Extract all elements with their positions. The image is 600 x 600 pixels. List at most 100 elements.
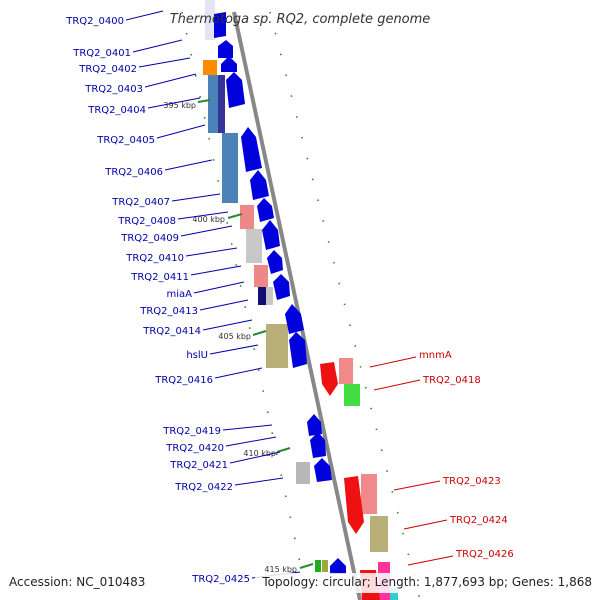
gene-label[interactable]: TRQ2_0402: [78, 64, 137, 75]
gene-arrow-TRQ2_0405[interactable]: [241, 127, 262, 172]
gene-label[interactable]: TRQ2_0410: [125, 253, 184, 264]
gene-arrow-TRQ2_0422[interactable]: [314, 458, 332, 482]
gene-arrow-TRQ2_0409[interactable]: [262, 220, 280, 250]
gene-label[interactable]: miaA: [167, 289, 193, 300]
feature-block: [361, 474, 377, 514]
gene-label[interactable]: TRQ2_0400: [65, 16, 124, 27]
feature-block: [370, 516, 388, 552]
reverse-gene-labels: mnmA TRQ2_0418 TRQ2_0423 TRQ2_0424 TRQ2_…: [419, 350, 514, 560]
leader-line: [209, 344, 259, 355]
gene-label[interactable]: TRQ2_0407: [111, 197, 170, 208]
leader-line: [177, 211, 229, 220]
leader-line: [138, 57, 191, 68]
gene-arrow-TRQ2_0400[interactable]: [214, 12, 226, 38]
gene-arrow-TRQ2_0406[interactable]: [250, 170, 269, 200]
leader-line: [171, 193, 221, 202]
gene-label[interactable]: TRQ2_0421: [169, 460, 228, 471]
leader-line: [229, 451, 281, 464]
gene-label[interactable]: TRQ2_0406: [104, 167, 163, 178]
tick-mark: [299, 563, 314, 569]
gene-label[interactable]: TRQ2_0425: [191, 574, 250, 585]
footer-backdrop: [255, 573, 600, 593]
leader-line: [180, 225, 233, 237]
leader-line: [144, 73, 197, 88]
leader-line: [202, 319, 253, 331]
gene-label[interactable]: TRQ2_0416: [154, 375, 213, 386]
feature-block: [218, 75, 225, 133]
reverse-feature-band: [339, 358, 398, 600]
tick-mark: [227, 213, 243, 219]
forward-gene-labels: TRQ2_0400 TRQ2_0401 TRQ2_0402 TRQ2_0403 …: [65, 16, 250, 585]
gene-label[interactable]: TRQ2_0405: [96, 135, 155, 146]
genome-backbone: [232, 11, 362, 600]
gene-label[interactable]: TRQ2_0424: [449, 515, 508, 526]
feature-block: [339, 358, 353, 384]
tick-mark: [197, 99, 211, 103]
gene-label[interactable]: TRQ2_0413: [139, 306, 198, 317]
leader-line: [185, 247, 238, 257]
feature-block: [246, 229, 262, 263]
gene-arrow-TRQ2_0423[interactable]: [344, 476, 364, 534]
gene-arrow-TRQ2_0407[interactable]: [257, 198, 274, 222]
feature-block: [315, 560, 321, 572]
gene-arrow-TRQ2_0419[interactable]: [307, 414, 322, 436]
gene-arrow-TRQ2_0411[interactable]: [273, 274, 290, 300]
feature-block: [203, 60, 217, 75]
leader-line: [234, 477, 284, 486]
forward-arrows: [214, 12, 346, 574]
gene-arrow-TRQ2_0414[interactable]: [285, 304, 304, 334]
gene-label[interactable]: TRQ2_0414: [142, 326, 201, 337]
scale-ticks: 395 kbp 400 kbp 405 kbp 410 kbp 415 kbp: [163, 99, 314, 574]
gene-label[interactable]: TRQ2_0403: [84, 84, 143, 95]
gene-arrow-TRQ2_0401[interactable]: [218, 40, 233, 58]
leader-line: [214, 367, 263, 379]
gene-label[interactable]: TRQ2_0401: [72, 48, 131, 59]
gene-label[interactable]: TRQ2_0423: [442, 476, 501, 487]
leader-line: [125, 10, 164, 21]
feature-block: [240, 205, 254, 229]
gene-arrow-TRQ2_0410[interactable]: [267, 250, 283, 274]
gene-arrow-TRQ2_0425[interactable]: [330, 558, 346, 574]
gene-arrow-TRQ2_0421[interactable]: [310, 432, 326, 458]
feature-block: [222, 133, 238, 203]
tick-mark: [252, 330, 267, 336]
tick-label: 410 kbp: [243, 449, 276, 458]
tick-label: 405 kbp: [218, 332, 251, 341]
leader-line: [369, 356, 417, 368]
leader-line: [407, 555, 454, 566]
gene-label[interactable]: TRQ2_0418: [422, 375, 481, 386]
leader-line: [403, 519, 448, 530]
leader-line: [190, 265, 242, 276]
gene-label[interactable]: TRQ2_0409: [120, 233, 179, 244]
tick-mark: [276, 447, 291, 453]
gene-label[interactable]: TRQ2_0408: [117, 216, 176, 227]
leader-line: [199, 299, 249, 311]
gene-label[interactable]: mnmA: [419, 350, 452, 361]
gene-label[interactable]: TRQ2_0411: [130, 272, 189, 283]
gene-arrow-TRQ2_0402[interactable]: [221, 56, 237, 72]
gene-label[interactable]: TRQ2_0422: [174, 482, 233, 493]
leader-line: [373, 379, 421, 391]
gene-label[interactable]: TRQ2_0426: [455, 549, 514, 560]
leader-line: [222, 424, 273, 431]
map-title: Thermotoga sp. RQ2, complete genome: [170, 12, 431, 27]
tick-label: 395 kbp: [163, 101, 196, 110]
topology-text: Topology: circular; Length: 1,877,693 bp…: [261, 575, 592, 589]
gene-arrow-hslU[interactable]: [289, 332, 307, 368]
leader-line: [147, 97, 201, 109]
leader-line: [156, 124, 206, 139]
feature-block: [296, 462, 310, 484]
tick-label: 400 kbp: [192, 215, 225, 224]
leader-line: [132, 39, 183, 53]
gene-arrow-TRQ2_0403[interactable]: [226, 72, 245, 108]
leader-line: [393, 480, 441, 491]
gene-label[interactable]: hslU: [186, 350, 208, 361]
gene-label[interactable]: TRQ2_0419: [162, 426, 221, 437]
feature-block: [322, 560, 328, 572]
gene-label[interactable]: TRQ2_0404: [87, 105, 146, 116]
feature-block: [344, 384, 360, 406]
gene-arrow-mnmA[interactable]: [320, 362, 338, 396]
gene-label[interactable]: TRQ2_0420: [165, 443, 224, 454]
feature-block: [266, 324, 288, 368]
